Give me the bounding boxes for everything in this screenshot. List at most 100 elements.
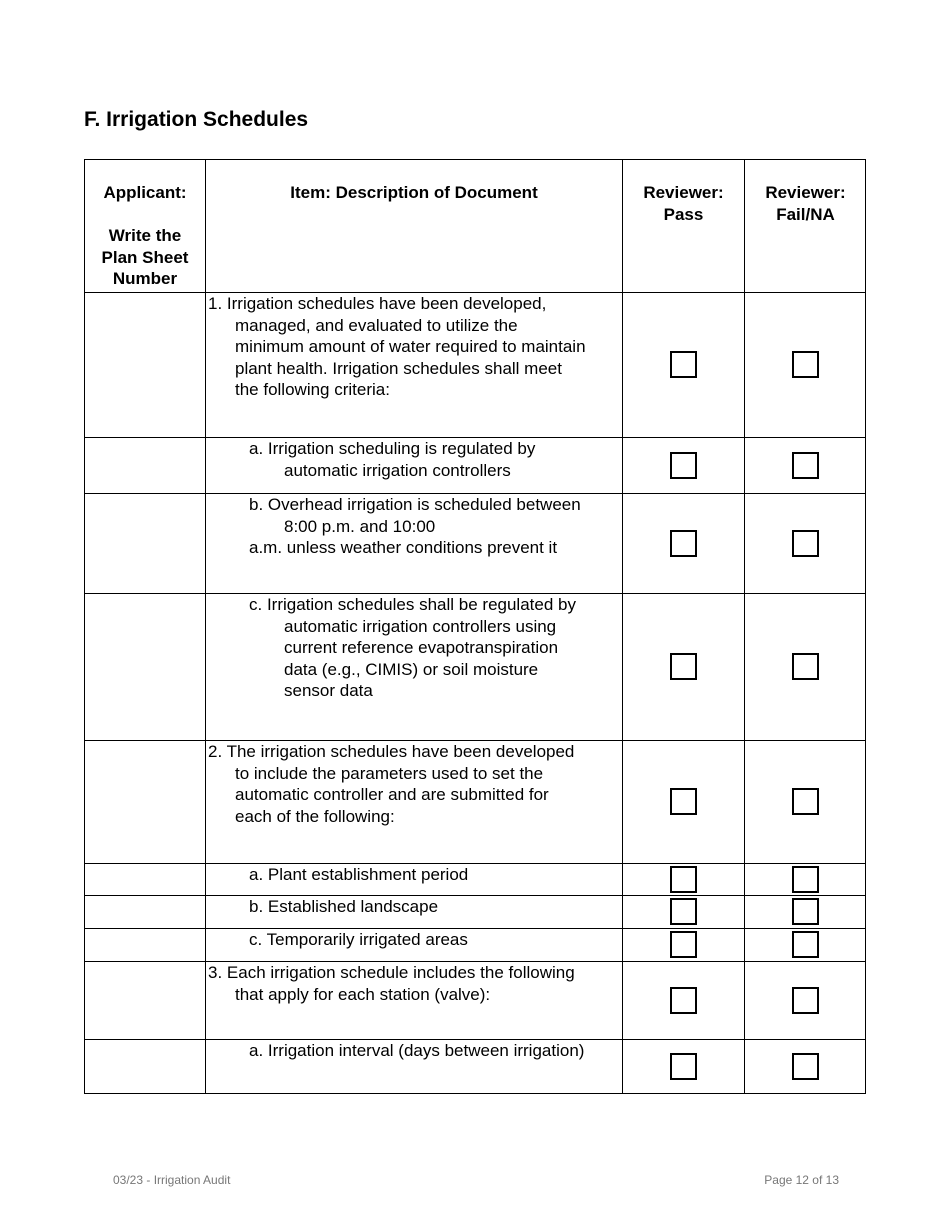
item-description-line: automatic irrigation controllers [284,460,511,480]
item-description-line: c. Irrigation schedules shall be regulat… [249,595,576,614]
plan-sheet-number-cell[interactable] [85,1040,206,1093]
reviewer-pass-cell [623,438,745,493]
plan-sheet-number-cell[interactable] [85,962,206,1039]
reviewer-pass-cell [623,1040,745,1093]
table-row: b. Overhead irrigation is scheduled betw… [85,493,865,593]
reviewer-fail-cell [745,929,866,961]
header-reviewer-fail: Reviewer: Fail/NA [745,160,866,292]
item-description-cell: 3. Each irrigation schedule includes the… [206,962,623,1039]
table-row: a. Irrigation interval (days between irr… [85,1039,865,1093]
pass-checkbox[interactable] [669,653,697,680]
item-description-line: 3. Each irrigation schedule includes the… [208,963,575,982]
pass-checkbox[interactable] [669,986,697,1014]
item-description-cell: 1. Irrigation schedules have been develo… [206,293,623,437]
footer-left: 03/23 - Irrigation Audit [113,1173,231,1187]
item-description-line: 2. The irrigation schedules have been de… [208,742,575,761]
reviewer-fail-cell [745,594,866,740]
plan-sheet-number-cell[interactable] [85,929,206,961]
reviewer-fail-cell [745,293,866,437]
header-item-line: Item: Description of Document [290,183,538,202]
fail-na-checkbox[interactable] [791,351,819,378]
reviewer-pass-cell [623,864,745,895]
reviewer-fail-cell [745,438,866,493]
item-description-line: automatic irrigation controllers using [284,616,557,636]
reviewer-fail-cell [745,1040,866,1093]
plan-sheet-number-cell[interactable] [85,896,206,928]
pass-checkbox[interactable] [669,1052,697,1080]
header-fail-line: Fail/NA [776,204,835,224]
pass-checkbox[interactable] [669,788,697,815]
table-row: b. Established landscape [85,895,865,928]
header-applicant-line: Applicant: [103,183,187,202]
item-description-line: b. Established landscape [249,897,439,916]
pass-checkbox[interactable] [669,865,697,893]
fail-na-checkbox[interactable] [791,931,819,958]
item-description-cell: a. Irrigation interval (days between irr… [206,1040,623,1093]
item-description-line: the following criteria: [235,380,390,399]
reviewer-fail-cell [745,864,866,895]
item-description-line: 8:00 p.m. and 10:00 [284,516,436,536]
item-description-cell: 2. The irrigation schedules have been de… [206,741,623,863]
reviewer-fail-cell [745,494,866,593]
fail-na-checkbox[interactable] [791,898,819,925]
item-description-cell: b. Overhead irrigation is scheduled betw… [206,494,623,593]
plan-sheet-number-cell[interactable] [85,494,206,593]
reviewer-pass-cell [623,741,745,863]
fail-na-checkbox[interactable] [791,865,819,893]
fail-na-checkbox[interactable] [791,653,819,680]
item-description-line: 1. Irrigation schedules have been develo… [208,294,547,313]
item-description-cell: c. Irrigation schedules shall be regulat… [206,594,623,740]
header-fail-line: Reviewer: [765,183,846,202]
reviewer-pass-cell [623,494,745,593]
table-row: 2. The irrigation schedules have been de… [85,740,865,863]
fail-na-checkbox[interactable] [791,451,819,479]
fail-na-checkbox[interactable] [791,986,819,1014]
fail-na-checkbox[interactable] [791,1052,819,1080]
item-description-line: sensor data [284,681,373,700]
header-applicant-line: Number [112,269,178,288]
header-applicant-line [85,204,205,226]
reviewer-pass-cell [623,896,745,928]
header-item: Item: Description of Document [206,160,623,292]
item-description-line: a. Irrigation interval (days between irr… [249,1041,585,1060]
item-description-line: each of the following: [235,806,395,826]
pass-checkbox[interactable] [669,351,697,378]
pass-checkbox[interactable] [669,931,697,958]
table-row: a. Irrigation scheduling is regulated by… [85,437,865,493]
item-description-line: plant health. Irrigation schedules shall… [235,358,562,378]
item-description-cell: c. Temporarily irrigated areas [206,929,623,961]
plan-sheet-number-cell[interactable] [85,438,206,493]
header-applicant: Applicant: Write the Plan Sheet Number [85,160,206,292]
pass-checkbox[interactable] [669,898,697,925]
plan-sheet-number-cell[interactable] [85,741,206,863]
item-description-cell: a. Plant establishment period [206,864,623,895]
reviewer-pass-cell [623,929,745,961]
table-row: c. Irrigation schedules shall be regulat… [85,593,865,740]
section-title: F. Irrigation Schedules [84,108,309,131]
plan-sheet-number-cell[interactable] [85,864,206,895]
header-pass-line: Pass [663,204,704,224]
header-applicant-line: Plan Sheet [101,247,189,267]
fail-na-checkbox[interactable] [791,529,819,557]
item-description-line: managed, and evaluated to utilize the [235,315,518,335]
table-body: 1. Irrigation schedules have been develo… [85,292,865,1093]
item-description-line: minimum amount of water required to main… [235,337,586,356]
fail-na-checkbox[interactable] [791,788,819,815]
footer-page-number: Page 12 of 13 [764,1173,839,1187]
pass-checkbox[interactable] [669,451,697,479]
irrigation-schedules-checklist-table: Applicant: Write the Plan Sheet Number I… [84,159,866,1094]
item-description-cell: a. Irrigation scheduling is regulated by… [206,438,623,493]
header-pass-line: Reviewer: [643,183,724,202]
item-description-line: a. Plant establishment period [249,865,469,884]
item-description-line: automatic controller and are submitted f… [235,785,549,804]
header-applicant-line: Write the [108,226,182,245]
plan-sheet-number-cell[interactable] [85,293,206,437]
plan-sheet-number-cell[interactable] [85,594,206,740]
table-row: 3. Each irrigation schedule includes the… [85,961,865,1039]
reviewer-fail-cell [745,962,866,1039]
item-description-cell: b. Established landscape [206,896,623,928]
reviewer-pass-cell [623,962,745,1039]
table-row: a. Plant establishment period [85,863,865,895]
item-description-line: current reference evapotranspiration [284,638,559,657]
pass-checkbox[interactable] [669,529,697,557]
